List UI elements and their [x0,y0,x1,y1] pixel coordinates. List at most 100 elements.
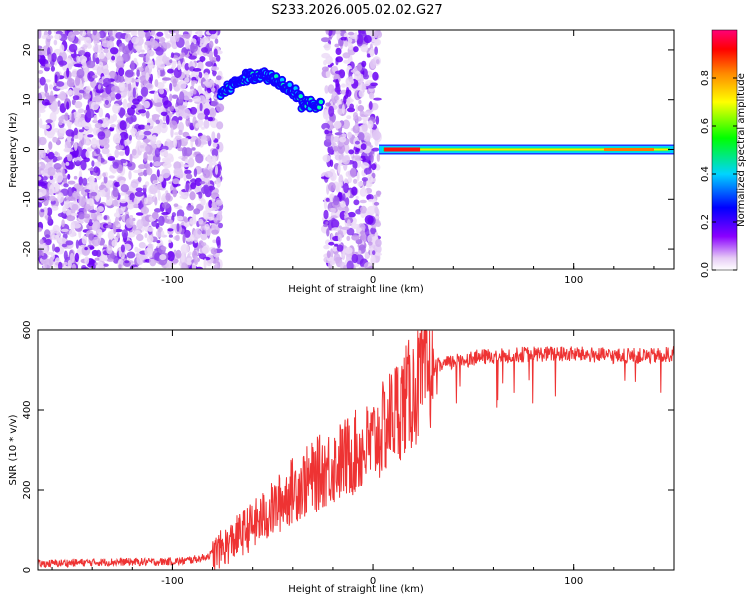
noise-blob [140,49,145,53]
spectrogram-heatmap [38,30,674,269]
noise-blob [98,61,104,68]
noise-blob [184,169,192,175]
noise-blob [114,149,119,158]
noise-blob [356,63,363,71]
noise-blob [118,151,125,156]
noise-blob [38,176,42,181]
noise-blob [68,43,78,53]
noise-blob [184,77,190,83]
noise-blob [144,197,148,205]
noise-blob [78,129,84,133]
noise-blob [344,94,349,99]
noise-blob [124,69,134,78]
noise-blob [134,246,139,253]
noise-blob [129,153,133,164]
noise-blob [126,251,136,259]
x-tick-label: -100 [161,576,184,587]
noise-blob [92,221,101,232]
noise-blob [357,105,365,112]
snr-ylabel: SNR (10 * v/v) [8,414,19,485]
noise-blob [52,136,58,143]
noise-blob [128,40,134,51]
noise-blob [130,179,139,189]
noise-blob [155,119,160,125]
noise-blob [135,79,141,83]
noise-blob [187,157,195,168]
noise-blob [371,147,380,152]
noise-blob [135,130,145,140]
noise-blob [70,137,75,142]
noise-blob [169,120,178,130]
noise-blob [334,154,343,161]
noise-blob [94,52,98,59]
noise-blob [345,197,350,207]
noise-blob [86,60,96,69]
noise-blob [326,250,331,259]
noise-blob [371,163,377,171]
band-peak [384,147,421,152]
noise-blob [84,51,91,58]
noise-blob [193,90,197,95]
noise-blob [86,108,95,119]
noise-blob [145,72,150,81]
noise-blob [161,211,169,216]
noise-blob [213,217,218,224]
noise-blob [58,261,63,269]
noise-blob [105,35,115,42]
noise-blob [70,212,78,217]
noise-blob [157,226,163,233]
noise-blob [195,153,204,164]
noise-blob [94,257,100,261]
noise-blob [192,95,201,103]
noise-blob [156,169,160,178]
noise-blob [189,217,197,225]
noise-blob [92,236,101,247]
noise-blob [49,175,54,180]
noise-blob [158,55,163,61]
noise-blob [372,130,382,141]
noise-blob [45,238,52,246]
noise-blob [61,237,66,243]
noise-blob [128,199,133,205]
noise-blob [132,98,140,105]
noise-blob [50,65,56,72]
noise-blob [340,36,347,41]
noise-blob [185,40,190,50]
noise-blob [153,161,162,167]
noise-blob [73,156,82,163]
noise-blob [216,132,221,140]
noise-blob [216,121,224,130]
noise-blob [79,89,85,94]
noise-blob [94,122,102,129]
noise-blob [179,195,189,199]
noise-blob [114,216,119,226]
y-tick-label: -20 [22,241,33,257]
noise-blob [158,63,166,69]
noise-blob [94,95,103,103]
noise-blob [162,114,166,122]
noise-blob [44,245,48,256]
noise-blob [62,205,67,215]
noise-blob [65,209,72,217]
noise-blob [178,80,187,90]
noise-blob [364,215,374,225]
noise-blob [351,186,358,196]
noise-blob [367,120,374,130]
noise-blob [133,197,138,206]
noise-blob [156,31,164,37]
noise-blob [159,254,167,261]
noise-blob [47,151,55,160]
noise-blob [87,134,94,138]
noise-blob [109,126,115,131]
noise-blob [137,176,142,182]
noise-blob [121,229,129,239]
noise-blob [45,63,52,68]
noise-blob [197,85,202,93]
noise-blob [96,215,103,221]
noise-blob [364,251,370,260]
noise-blob [67,173,71,180]
noise-blob [337,143,346,154]
noise-blob [116,55,124,66]
noise-blob [355,148,360,153]
